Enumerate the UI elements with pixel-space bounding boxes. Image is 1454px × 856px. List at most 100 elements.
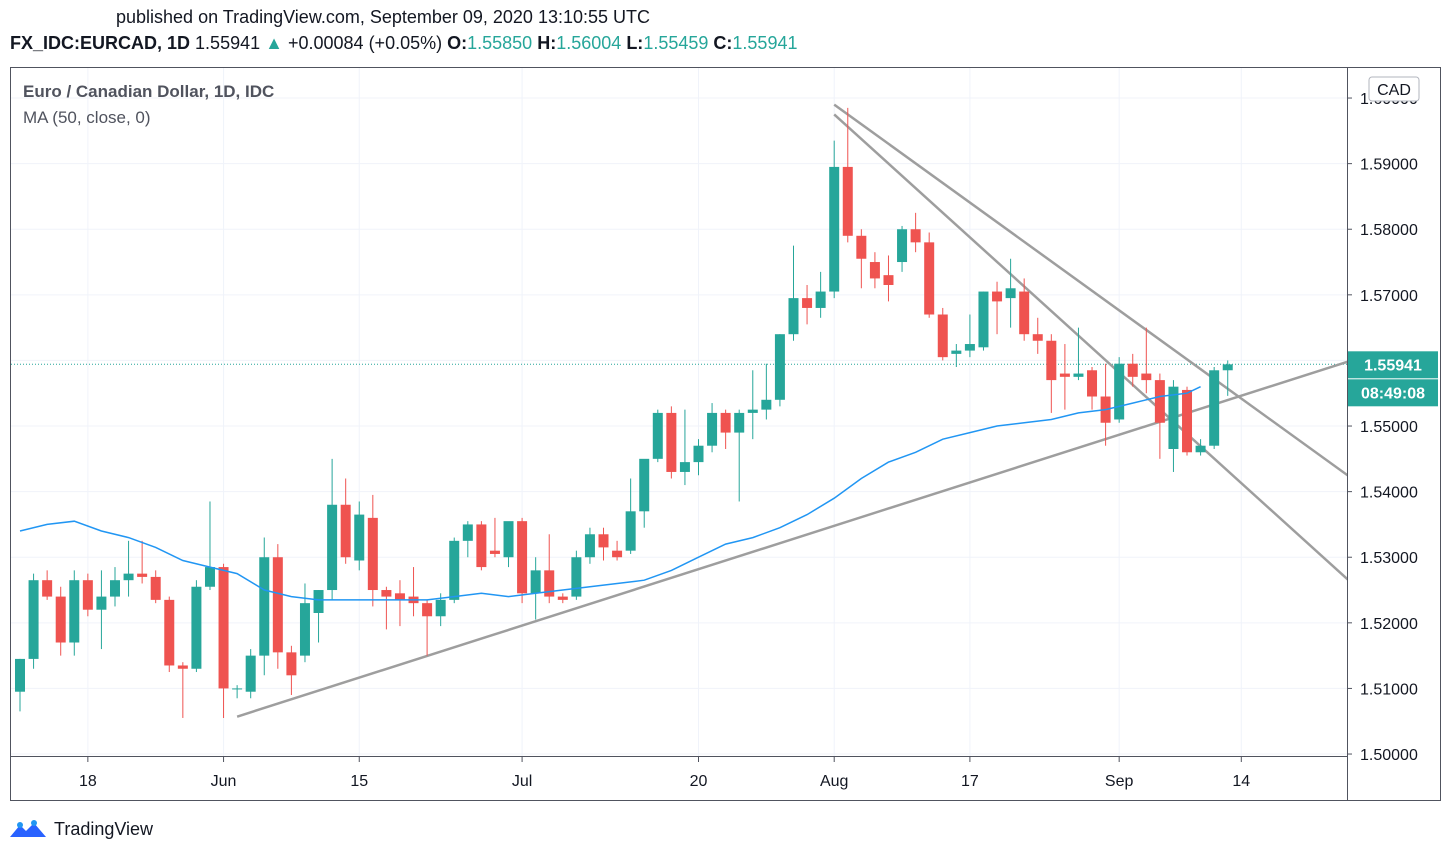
candle: [1222, 360, 1233, 396]
candle-body: [435, 599, 446, 617]
x-tick-label: 20: [690, 773, 708, 790]
candle: [666, 406, 677, 479]
candle-body: [109, 580, 120, 597]
x-tick-label: Sep: [1105, 773, 1134, 790]
candle-body: [354, 514, 365, 561]
candle: [327, 458, 338, 600]
candle-body: [1209, 370, 1220, 446]
candle: [571, 550, 582, 600]
candle-body: [788, 298, 799, 335]
trendline: [236, 360, 1347, 718]
candle-body: [1087, 370, 1098, 397]
currency-badge[interactable]: [1368, 76, 1420, 102]
candle: [381, 586, 392, 630]
candle-body: [720, 412, 731, 433]
tradingview-logo-icon: [10, 820, 46, 837]
y-tick-label: 1.58000: [1360, 222, 1418, 239]
candle-body: [503, 521, 514, 558]
candle: [204, 501, 215, 591]
candle: [869, 252, 880, 289]
candle: [1154, 373, 1165, 459]
candle-body: [517, 521, 528, 594]
high-label: H:: [537, 33, 557, 53]
candle-body: [1005, 288, 1016, 299]
countdown-tag: [1348, 379, 1438, 407]
candle: [964, 314, 975, 358]
candle-body: [774, 334, 785, 400]
candle: [897, 225, 908, 272]
candle-body: [1127, 363, 1138, 377]
y-tick-label: 1.53000: [1360, 550, 1418, 567]
candle: [1141, 327, 1152, 394]
candle-body: [747, 409, 758, 413]
candle: [992, 281, 1003, 335]
candle: [177, 662, 188, 718]
candle-body: [1073, 373, 1084, 377]
candle-body: [598, 534, 609, 548]
candle: [28, 573, 39, 669]
candle-body: [856, 235, 867, 259]
candle-body: [1182, 389, 1193, 453]
legend-indicator: MA (50, close, 0): [23, 108, 151, 127]
y-tick-label: 1.51000: [1360, 681, 1418, 698]
candle: [774, 334, 785, 407]
candle: [517, 517, 528, 604]
candle: [476, 521, 487, 571]
trendlines: [236, 103, 1347, 718]
candle: [286, 645, 297, 695]
candle-body: [476, 524, 487, 568]
candle: [164, 596, 175, 673]
candle-body: [1019, 291, 1030, 335]
candle-body: [422, 603, 433, 617]
candle: [584, 527, 595, 564]
candle-body: [802, 298, 813, 308]
candle: [449, 537, 460, 604]
y-tick-label: 1.59000: [1360, 157, 1418, 174]
candle: [82, 573, 93, 617]
candle-body: [679, 462, 690, 472]
candle: [96, 570, 107, 650]
y-tick-label: 1.52000: [1360, 616, 1418, 633]
candle-body: [259, 557, 270, 656]
high-value: 1.56004: [556, 33, 622, 53]
candle-body: [924, 242, 935, 315]
candle-body: [340, 504, 351, 558]
candle: [422, 599, 433, 656]
candle: [788, 245, 799, 341]
candle-body: [137, 573, 148, 577]
candle-body: [123, 573, 134, 581]
candle: [259, 537, 270, 676]
candle: [1087, 366, 1098, 410]
candle-body: [1141, 373, 1152, 381]
candle: [856, 229, 867, 289]
close-label: C:: [713, 33, 733, 53]
candle: [394, 580, 405, 627]
candle-body: [1222, 364, 1233, 371]
candle-body: [218, 567, 229, 689]
candle-body: [42, 580, 53, 597]
candle: [137, 540, 148, 584]
candle-body: [449, 540, 460, 600]
last-price: 1.55941: [195, 33, 261, 53]
candle: [557, 593, 568, 604]
candle: [1182, 386, 1193, 456]
legend-title: Euro / Canadian Dollar, 1D, IDC: [23, 82, 274, 101]
candle-body: [462, 524, 473, 541]
candle-body: [937, 314, 948, 358]
up-arrow-icon: ▲: [265, 33, 283, 53]
trendline: [833, 103, 1347, 477]
candle: [720, 409, 731, 449]
candle: [367, 494, 378, 607]
grid: [11, 68, 1347, 756]
countdown-tag-text: 08:49:08: [1361, 385, 1425, 402]
open-label: O:: [447, 33, 468, 53]
candle-body: [177, 665, 188, 669]
candle: [489, 517, 500, 558]
candle: [109, 567, 120, 607]
candle-body: [204, 567, 215, 587]
candle: [1195, 439, 1206, 456]
y-tick-label: 1.54000: [1360, 485, 1418, 502]
footer: TradingView: [8, 817, 153, 841]
candle: [354, 501, 365, 571]
